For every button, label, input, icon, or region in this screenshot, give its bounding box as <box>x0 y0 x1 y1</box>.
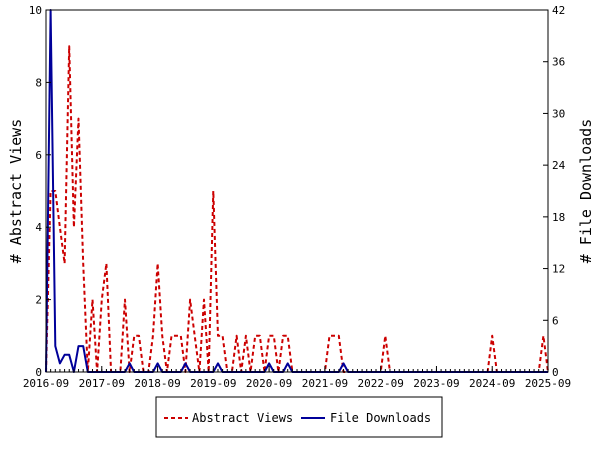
right-axis-ticks: 0 6 12 18 24 30 36 42 <box>543 4 566 379</box>
left-axis-title: # Abstract Views <box>7 119 25 264</box>
x-tick-label: 2017-09 <box>79 377 125 390</box>
right-tick-label: 6 <box>552 314 559 327</box>
right-tick-label: 24 <box>552 159 566 172</box>
left-tick-label: 8 <box>35 76 42 89</box>
right-tick-label: 30 <box>552 107 565 120</box>
legend-label-abstract-views: Abstract Views <box>192 411 293 425</box>
x-tick-label: 2018-09 <box>134 377 180 390</box>
x-tick-label: 2023-09 <box>413 377 459 390</box>
left-axis-ticks: 0 2 4 6 8 10 <box>29 4 51 379</box>
x-tick-label: 2019-09 <box>190 377 236 390</box>
left-tick-label: 10 <box>29 4 42 17</box>
left-tick-label: 0 <box>35 366 42 379</box>
x-axis-ticks: 2016-09 2017-09 2018-09 2019-09 2020-09 2021-… <box>23 366 571 390</box>
x-tick-label: 2025-09 <box>525 377 571 390</box>
left-tick-label: 4 <box>35 221 42 234</box>
legend: Abstract Views File Downloads <box>155 396 443 438</box>
left-tick-label: 2 <box>35 294 42 307</box>
left-tick-label: 6 <box>35 149 42 162</box>
right-tick-label: 18 <box>552 211 565 224</box>
right-tick-label: 12 <box>552 263 565 276</box>
x-tick-label: 2024-09 <box>469 377 515 390</box>
x-tick-label: 2016-09 <box>23 377 69 390</box>
legend-box <box>155 396 443 438</box>
series-line-abstract-views <box>45 45 549 373</box>
right-tick-label: 42 <box>552 4 565 17</box>
x-tick-label: 2022-09 <box>357 377 403 390</box>
x-tick-label: 2021-09 <box>302 377 348 390</box>
legend-label-file-downloads: File Downloads <box>330 411 431 425</box>
right-axis-title: # File Downloads <box>577 119 595 264</box>
right-tick-label: 36 <box>552 56 565 69</box>
x-tick-label: 2020-09 <box>246 377 292 390</box>
right-tick-label: 0 <box>552 366 559 379</box>
